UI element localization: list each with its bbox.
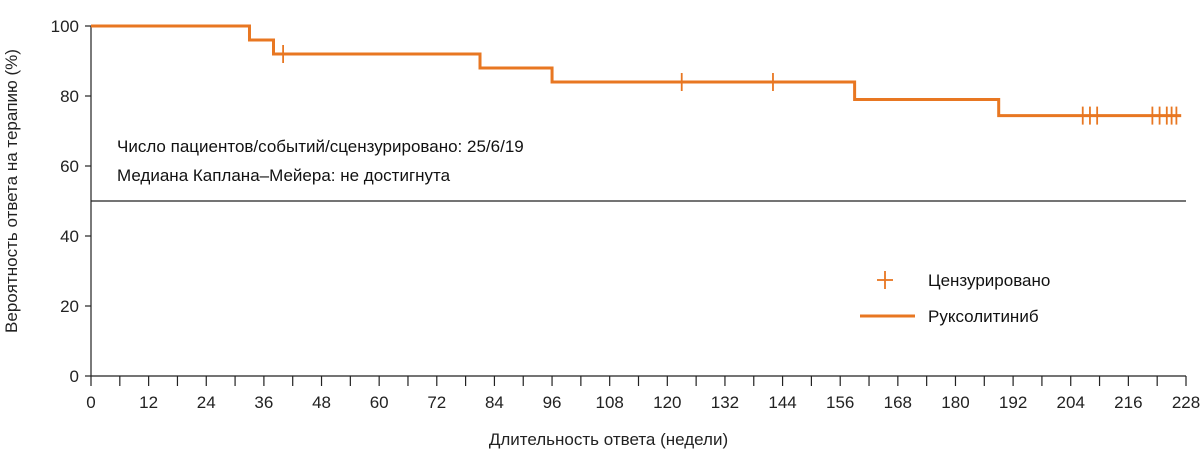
x-tick-label: 204 xyxy=(1057,393,1085,412)
x-tick-label: 48 xyxy=(312,393,331,412)
x-tick-label: 24 xyxy=(197,393,216,412)
series-line-ruxolitinib xyxy=(91,24,1182,118)
x-tick-label: 180 xyxy=(941,393,969,412)
x-tick-label: 216 xyxy=(1114,393,1142,412)
x-tick-label: 0 xyxy=(86,393,95,412)
x-tick-label: 60 xyxy=(370,393,389,412)
y-tick-label: 20 xyxy=(60,297,79,316)
y-tick-label: 100 xyxy=(51,17,79,36)
x-tick-label: 72 xyxy=(427,393,446,412)
median-annotation: Медиана Каплана–Мейера: не достигнута xyxy=(117,166,451,185)
legend-censored-label: Цензурировано xyxy=(928,271,1050,290)
legend: Цензурировано Руксолитиниб xyxy=(860,271,1050,326)
y-tick-label: 60 xyxy=(60,157,79,176)
x-tick-label: 168 xyxy=(884,393,912,412)
x-tick-label: 108 xyxy=(595,393,623,412)
y-tick-label: 40 xyxy=(60,227,79,246)
x-tick-label: 36 xyxy=(254,393,273,412)
x-tick-label: 144 xyxy=(768,393,796,412)
x-tick-label: 84 xyxy=(485,393,504,412)
x-tick-label: 12 xyxy=(139,393,158,412)
legend-series-label: Руксолитиниб xyxy=(928,307,1039,326)
x-axis-title: Длительность ответа (недели) xyxy=(489,430,728,449)
x-tick-label: 192 xyxy=(999,393,1027,412)
y-tick-label: 0 xyxy=(70,367,79,386)
legend-censored-marker xyxy=(877,271,893,289)
x-tick-label: 228 xyxy=(1172,393,1200,412)
series-layer xyxy=(91,24,1182,125)
x-tick-label: 120 xyxy=(653,393,681,412)
ticks: 0 20 40 60 80 100 0 12 24 36 48 60 72 84 96 108 120 132 14… xyxy=(51,17,1200,412)
x-tick-label: 132 xyxy=(711,393,739,412)
x-tick-label: 96 xyxy=(543,393,562,412)
y-tick-label: 80 xyxy=(60,87,79,106)
patients-events-annotation: Число пациентов/событий/сцензурировано: … xyxy=(117,137,524,156)
y-axis-title: Вероятность ответа на терапию (%) xyxy=(2,49,21,333)
x-tick-label: 156 xyxy=(826,393,854,412)
